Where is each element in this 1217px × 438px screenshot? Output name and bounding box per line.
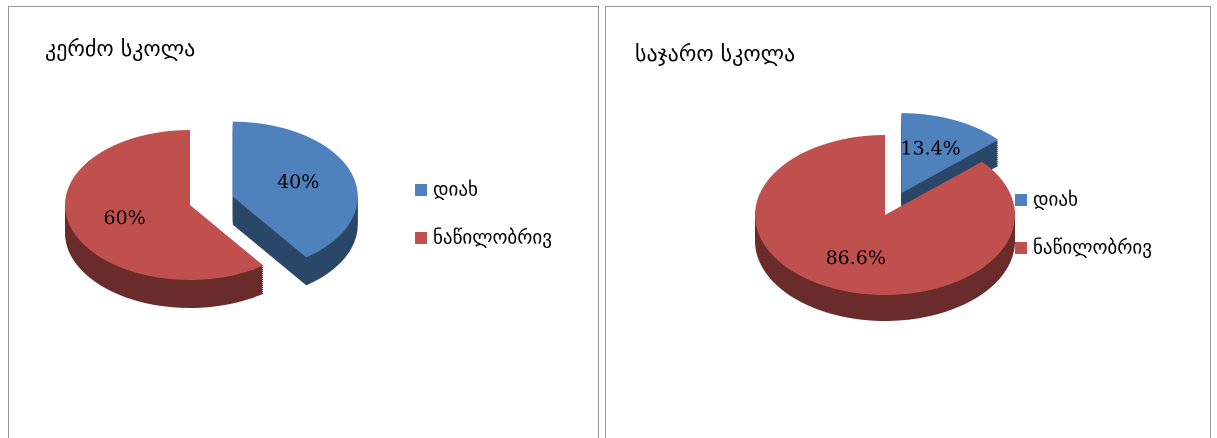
pie-slice [755,135,1015,295]
data-label: 13.4% [900,137,960,159]
chart-title: საჯარო სკოლა [635,42,795,67]
data-label: 60% [103,207,145,229]
pie-slice [232,121,358,258]
legend-swatch [415,184,427,196]
pie-slice [901,113,999,194]
pie-slice [64,130,264,280]
panel-border [605,6,1211,438]
data-label: 86.6% [826,247,886,269]
legend-swatch [415,232,427,244]
legend-swatch [1015,242,1027,254]
legend-swatch [1015,194,1027,206]
legend-label: დიახ [433,179,478,201]
data-label: 40% [277,171,319,193]
legend-label: ნაწილობრივ [433,227,552,249]
panel-border [8,6,599,438]
chart-title: კერძო სკოლა [45,37,195,62]
legend-label: დიახ [1033,189,1078,211]
legend-label: ნაწილობრივ [1033,237,1152,259]
